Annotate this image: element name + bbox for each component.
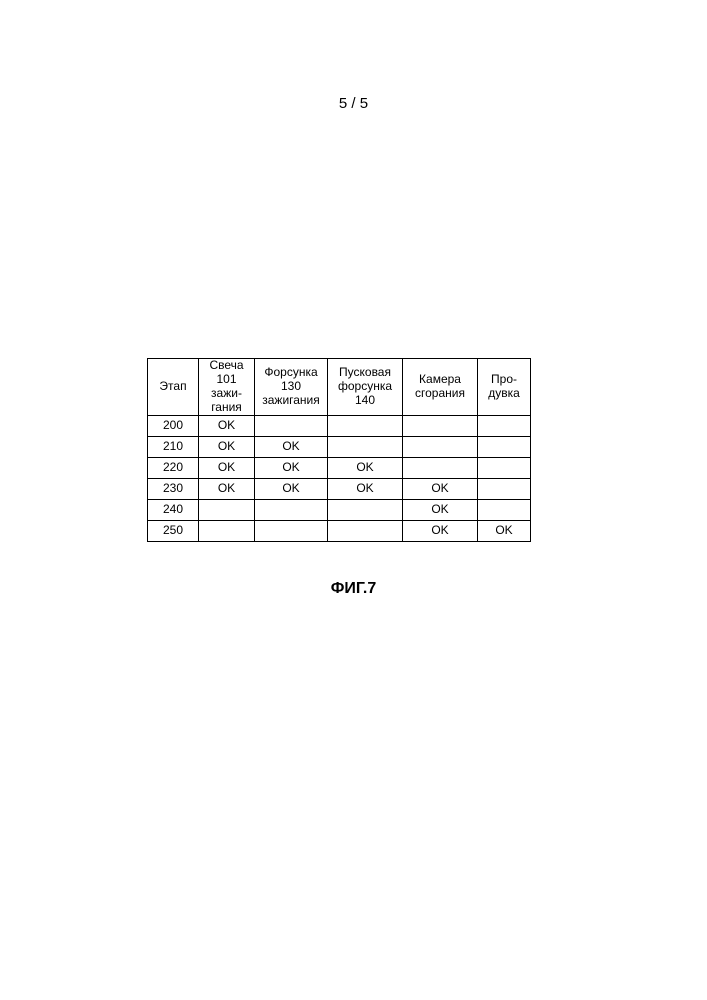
col-header-start-injector: Пусковаяфорсунка140 bbox=[328, 359, 403, 416]
cell: 240 bbox=[148, 500, 199, 521]
cell: OK bbox=[403, 479, 478, 500]
col-header-purge: Про-дувка bbox=[478, 359, 531, 416]
cell bbox=[403, 437, 478, 458]
cell bbox=[328, 521, 403, 542]
cell bbox=[478, 416, 531, 437]
col-header-stage: Этап bbox=[148, 359, 199, 416]
page: 5 / 5 Этап Свеча101зажи-гания Форсунка13… bbox=[0, 0, 707, 1000]
cell: OK bbox=[199, 437, 255, 458]
cell: OK bbox=[199, 458, 255, 479]
cell bbox=[403, 416, 478, 437]
page-number: 5 / 5 bbox=[0, 95, 707, 112]
cell: OK bbox=[328, 479, 403, 500]
table-header-row: Этап Свеча101зажи-гания Форсунка130зажиг… bbox=[148, 359, 531, 416]
cell: 220 bbox=[148, 458, 199, 479]
col-header-spark: Свеча101зажи-гания bbox=[199, 359, 255, 416]
cell: OK bbox=[199, 416, 255, 437]
cell bbox=[478, 479, 531, 500]
table-row: 240 OK bbox=[148, 500, 531, 521]
cell bbox=[478, 458, 531, 479]
table-row: 210 OK OK bbox=[148, 437, 531, 458]
cell bbox=[403, 458, 478, 479]
table-row: 250 OK OK bbox=[148, 521, 531, 542]
cell: OK bbox=[255, 437, 328, 458]
cell: OK bbox=[255, 458, 328, 479]
table-row: 230 OK OK OK OK bbox=[148, 479, 531, 500]
cell bbox=[255, 521, 328, 542]
cell: OK bbox=[478, 521, 531, 542]
cell bbox=[255, 416, 328, 437]
cell bbox=[199, 521, 255, 542]
cell: OK bbox=[403, 500, 478, 521]
cell: 230 bbox=[148, 479, 199, 500]
cell: OK bbox=[255, 479, 328, 500]
cell bbox=[478, 500, 531, 521]
cell: 250 bbox=[148, 521, 199, 542]
figure-table-wrap: Этап Свеча101зажи-гания Форсунка130зажиг… bbox=[147, 358, 531, 542]
cell bbox=[255, 500, 328, 521]
cell: 200 bbox=[148, 416, 199, 437]
cell: OK bbox=[328, 458, 403, 479]
figure-table: Этап Свеча101зажи-гания Форсунка130зажиг… bbox=[147, 358, 531, 542]
cell: OK bbox=[403, 521, 478, 542]
col-header-injector: Форсунка130зажигания bbox=[255, 359, 328, 416]
cell bbox=[478, 437, 531, 458]
cell bbox=[328, 416, 403, 437]
table-row: 220 OK OK OK bbox=[148, 458, 531, 479]
figure-caption: ФИГ.7 bbox=[0, 580, 707, 598]
cell: OK bbox=[199, 479, 255, 500]
cell: 210 bbox=[148, 437, 199, 458]
cell bbox=[199, 500, 255, 521]
table-row: 200 OK bbox=[148, 416, 531, 437]
cell bbox=[328, 437, 403, 458]
col-header-chamber: Камерасгорания bbox=[403, 359, 478, 416]
cell bbox=[328, 500, 403, 521]
